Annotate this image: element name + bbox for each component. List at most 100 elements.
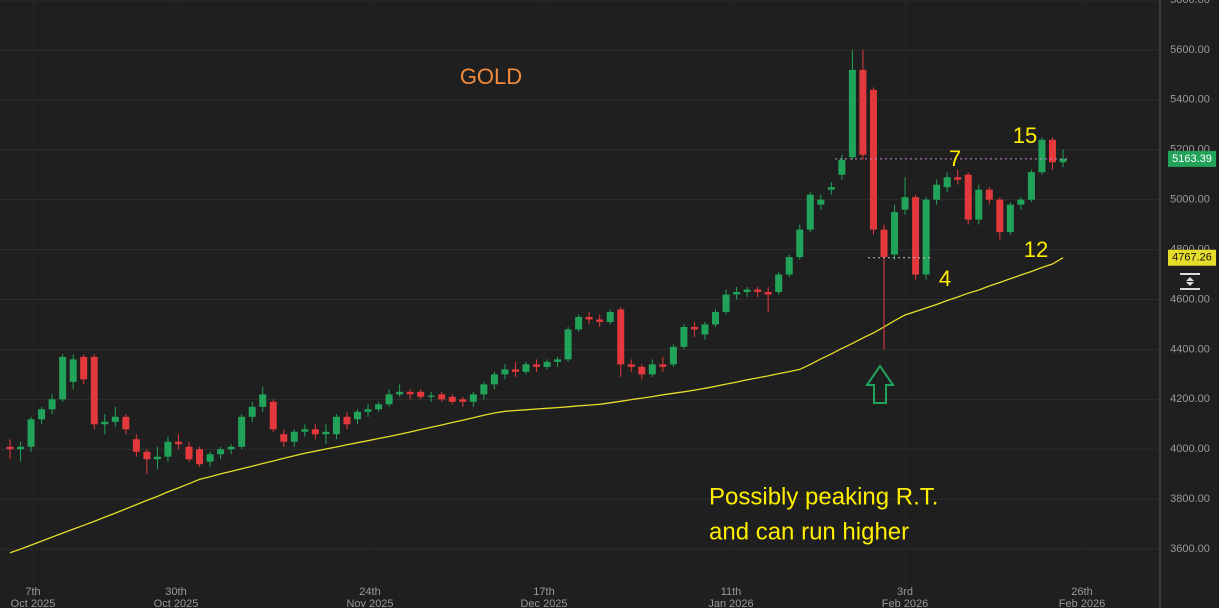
candle-body — [690, 326, 698, 330]
candle-body — [269, 401, 277, 430]
y-tick-label: 4000.00 — [1170, 443, 1210, 455]
y-tick-label: 5400.00 — [1170, 94, 1210, 106]
candle-body — [69, 359, 77, 382]
candle-body — [101, 421, 109, 425]
candle-body — [596, 319, 604, 322]
candle-body — [6, 446, 14, 450]
candle-body — [1006, 204, 1014, 233]
candle-body — [922, 199, 930, 275]
x-tick-label: 7th — [25, 586, 40, 598]
candle-body — [880, 229, 888, 258]
candle-body — [174, 441, 182, 445]
candle-body — [912, 197, 920, 275]
candle-body — [259, 394, 267, 407]
candle-body — [38, 409, 46, 420]
candle-body — [364, 409, 372, 412]
candle-body — [1017, 199, 1025, 205]
candle-body — [617, 309, 625, 365]
candle-body — [733, 291, 741, 295]
note: and can run higher — [709, 518, 909, 545]
candle-body — [554, 359, 562, 362]
arrow — [865, 364, 895, 404]
candle-body — [427, 395, 435, 397]
x-tick-label: 30th — [165, 586, 186, 598]
candle-body — [627, 364, 635, 367]
candle-body — [132, 439, 140, 452]
candle-body — [669, 346, 677, 365]
candle-body — [575, 316, 583, 330]
candle-body — [48, 399, 56, 410]
x-tick-label: Nov 2025 — [346, 598, 393, 608]
annotation: 15 — [1013, 123, 1037, 148]
x-tick-label: Feb 2026 — [882, 598, 928, 608]
candle-body — [280, 434, 288, 442]
x-tick-label: 17th — [533, 586, 554, 598]
chart-title: GOLD — [460, 64, 522, 89]
x-tick-label: 11th — [721, 586, 742, 598]
candle-body — [238, 416, 246, 447]
moving-average — [9, 257, 1064, 554]
candle-body — [943, 177, 951, 188]
candle-body — [533, 364, 540, 367]
candle-body — [417, 391, 425, 397]
candle-body — [153, 456, 161, 460]
candle-body — [954, 177, 962, 180]
candle-body — [1048, 139, 1056, 163]
annotation: 4 — [939, 266, 951, 291]
candle-body — [490, 374, 498, 385]
candle-body — [754, 289, 762, 292]
x-tick-label: Oct 2025 — [154, 598, 199, 608]
candle-body — [996, 199, 1004, 233]
x-tick-label: 26th — [1071, 586, 1092, 598]
candle-body — [480, 384, 488, 395]
x-tick-label: Dec 2025 — [520, 598, 567, 608]
candle-body — [606, 311, 614, 322]
candle-body — [353, 411, 361, 420]
candle-body — [343, 416, 351, 425]
candle-body — [196, 449, 204, 465]
candle-body — [1059, 158, 1067, 163]
candle-body — [680, 326, 688, 347]
candle-body — [659, 364, 667, 367]
candle-body — [743, 289, 751, 292]
axis-icon — [1176, 272, 1204, 292]
candle-body — [217, 449, 225, 455]
candle-body — [385, 394, 393, 405]
candle-body — [933, 184, 941, 200]
candle-body — [848, 69, 856, 158]
candle-body — [1027, 172, 1035, 200]
candle-body — [869, 89, 877, 230]
candle-body — [701, 324, 709, 335]
candle-body — [501, 369, 509, 375]
x-tick-label: 3rd — [897, 586, 913, 598]
candle-body — [891, 212, 899, 255]
candle-body — [975, 189, 983, 220]
candle-body — [332, 416, 340, 435]
y-tick-label: 4400.00 — [1170, 343, 1210, 355]
candle-body — [1038, 139, 1046, 173]
candle-body — [901, 197, 909, 210]
candle-body — [17, 446, 25, 450]
candle-body — [111, 416, 119, 422]
candle-body — [227, 446, 235, 450]
candle-body — [638, 366, 646, 375]
candle-body — [564, 329, 572, 360]
candle-body — [806, 194, 814, 230]
candle-body — [143, 451, 151, 460]
y-tick-label: 3600.00 — [1170, 543, 1210, 555]
candle-body — [522, 364, 530, 372]
candle-body — [827, 187, 835, 190]
candle-body — [290, 431, 298, 442]
y-tick-label: 5600.00 — [1170, 44, 1210, 56]
x-tick-label: 24th — [359, 586, 380, 598]
candle-body — [322, 431, 330, 435]
candle-body — [248, 406, 256, 417]
candle-body — [543, 361, 551, 367]
y-tick-label: 4600.00 — [1170, 293, 1210, 305]
candle-body — [712, 311, 720, 325]
candle-body — [80, 356, 88, 380]
candle-body — [648, 364, 656, 375]
candle-body — [90, 356, 98, 425]
